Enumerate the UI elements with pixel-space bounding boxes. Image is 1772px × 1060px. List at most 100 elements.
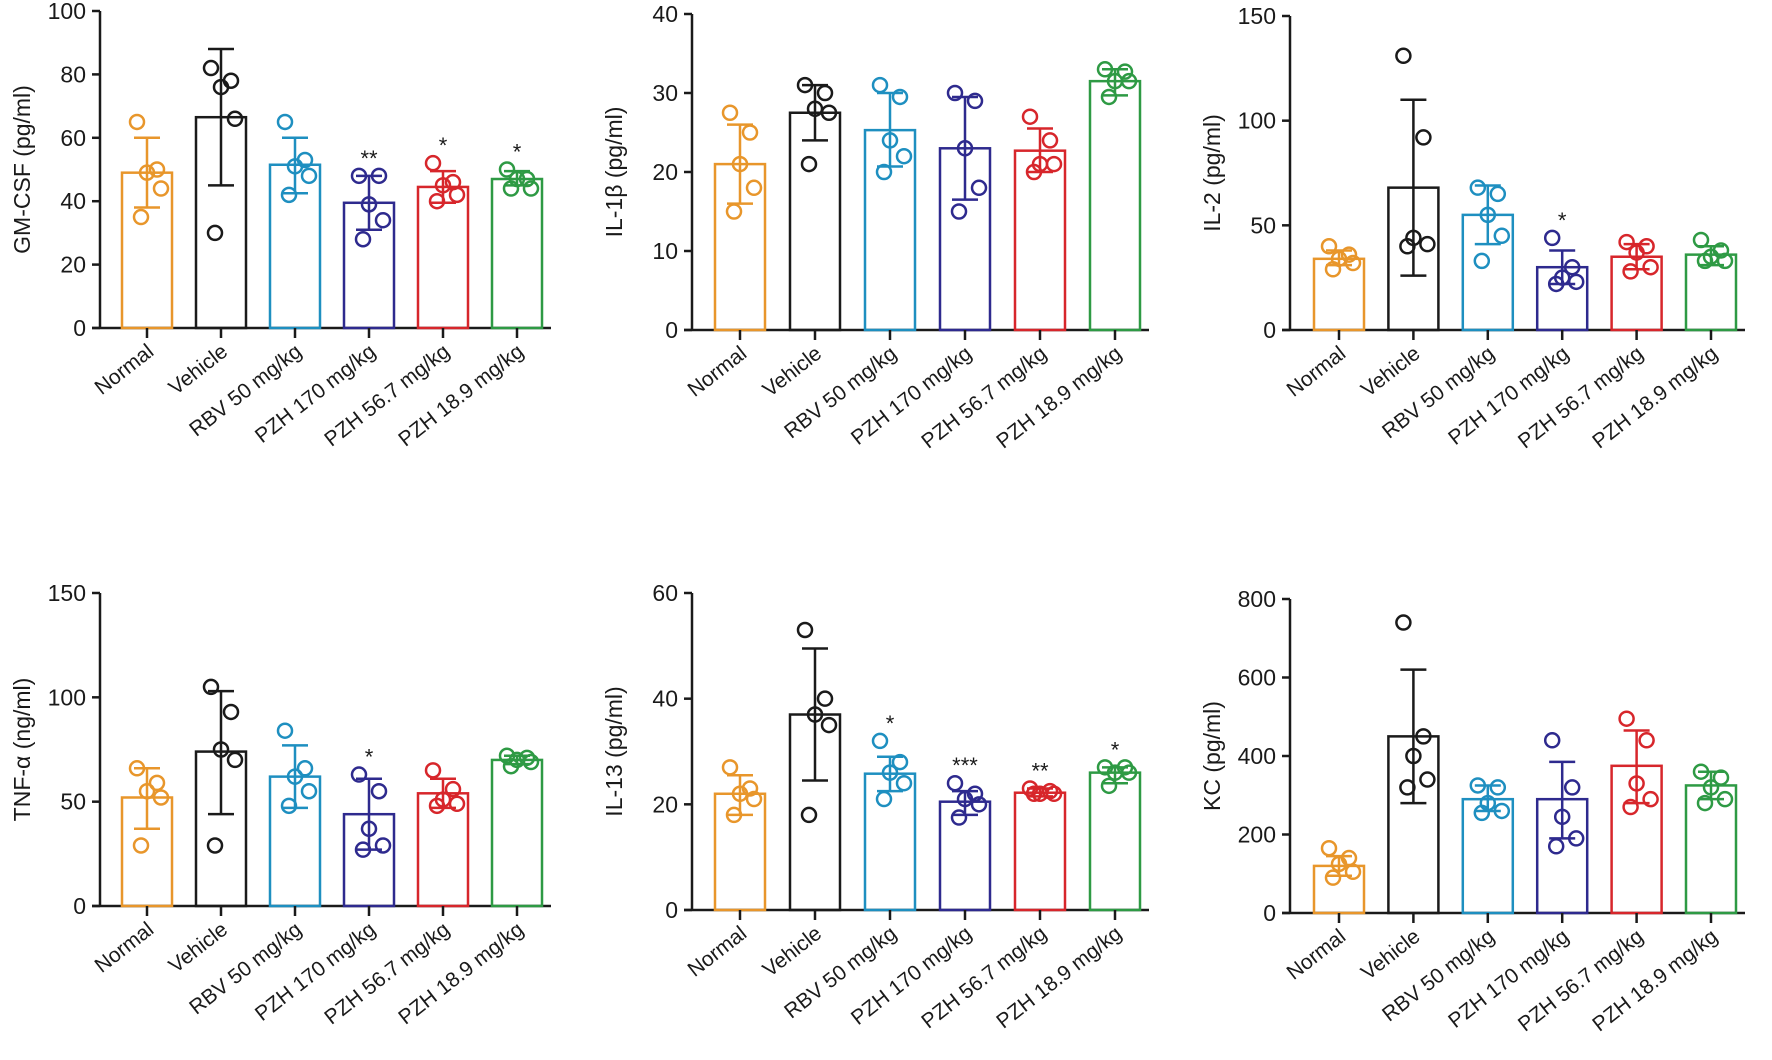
- data-point: [448, 186, 466, 204]
- significance-label: *: [886, 711, 895, 736]
- data-point: [1344, 863, 1362, 881]
- data-point: [206, 837, 224, 854]
- data-point: [881, 132, 899, 149]
- x-tick-label: Vehicle: [165, 918, 233, 978]
- data-point: [1324, 261, 1342, 278]
- y-tick-label: 20: [652, 791, 678, 817]
- data-point: [444, 780, 462, 798]
- data-point: [875, 790, 893, 808]
- data-point: [1419, 235, 1436, 253]
- data-point: [1692, 231, 1710, 249]
- bar: [490, 758, 544, 908]
- data-point: [206, 224, 224, 242]
- data-point: [725, 203, 743, 220]
- x-tick-label: Vehicle: [1357, 342, 1425, 402]
- data-point: [152, 789, 170, 806]
- data-point: [1628, 244, 1645, 261]
- data-point: [498, 747, 516, 765]
- data-point: [1543, 732, 1561, 749]
- y-tick-label: 200: [1238, 822, 1276, 848]
- data-point: [148, 161, 166, 178]
- x-tick-label: PZH 56.7 mg/kg: [917, 922, 1051, 1034]
- y-tick-label: 60: [60, 125, 86, 151]
- data-point: [1696, 252, 1714, 270]
- y-tick-label: 50: [60, 789, 86, 815]
- data-point: [1025, 785, 1043, 803]
- data-point: [1547, 838, 1565, 855]
- x-tick-label: PZH 18.9 mg/kg: [1588, 925, 1722, 1037]
- data-point: [820, 716, 838, 734]
- data-point: [1116, 63, 1134, 80]
- y-tick-label: 40: [60, 188, 86, 214]
- data-point: [138, 782, 156, 800]
- data-point: [434, 177, 452, 194]
- bar: [1088, 79, 1142, 332]
- y-tick-label: 150: [1238, 3, 1276, 29]
- x-tick-label: Vehicle: [165, 340, 233, 400]
- x-tick-label: PZH 56.7 mg/kg: [1514, 925, 1648, 1037]
- data-point: [895, 147, 913, 165]
- data-point: [518, 749, 536, 767]
- data-point: [1628, 775, 1645, 792]
- data-point: [522, 180, 540, 197]
- x-tick-label: PZH 18.9 mg/kg: [992, 922, 1126, 1034]
- data-point: [1702, 779, 1720, 796]
- data-point: [350, 167, 368, 185]
- data-point: [286, 158, 304, 175]
- data-point: [820, 104, 838, 121]
- data-point: [424, 154, 442, 172]
- data-point: [1493, 227, 1511, 245]
- data-point: [875, 163, 893, 181]
- data-point: [956, 790, 974, 808]
- data-point: [502, 180, 520, 197]
- data-point: [1045, 785, 1063, 803]
- data-point: [428, 797, 446, 815]
- y-axis-label: IL-13 (pg/ml): [601, 686, 627, 816]
- bar: [788, 111, 842, 332]
- data-point: [970, 796, 988, 813]
- data-point: [424, 762, 442, 779]
- data-point: [956, 140, 974, 157]
- data-point: [202, 59, 220, 77]
- data-point: [1399, 238, 1416, 255]
- significance-label: *: [1111, 737, 1120, 762]
- data-point: [354, 841, 372, 858]
- data-point: [1563, 779, 1581, 796]
- x-tick-label: Normal: [91, 340, 158, 400]
- data-point: [1395, 614, 1412, 631]
- data-point: [1045, 155, 1063, 173]
- x-tick-label: Normal: [1283, 342, 1350, 402]
- data-point: [946, 84, 964, 102]
- data-point: [891, 88, 909, 106]
- data-point: [1473, 804, 1491, 822]
- data-point: [1618, 233, 1635, 251]
- significance-label: *: [513, 140, 522, 165]
- y-tick-label: 0: [73, 893, 86, 919]
- data-point: [1025, 163, 1043, 181]
- data-point: [1712, 769, 1730, 786]
- data-point: [350, 766, 368, 783]
- data-point: [1096, 61, 1114, 78]
- data-point: [1622, 263, 1639, 280]
- data-point: [950, 203, 968, 220]
- data-point: [871, 732, 889, 750]
- data-point: [1415, 728, 1432, 745]
- y-tick-label: 60: [652, 580, 678, 606]
- y-tick-label: 30: [652, 80, 678, 106]
- data-point: [522, 753, 540, 771]
- data-point: [946, 774, 964, 792]
- data-point: [1120, 72, 1138, 90]
- data-point: [1415, 129, 1432, 146]
- y-tick-label: 400: [1238, 743, 1276, 769]
- data-point: [891, 753, 909, 771]
- y-tick-label: 150: [48, 580, 86, 606]
- x-tick-label: PZH 56.7 mg/kg: [320, 340, 454, 452]
- data-point: [518, 170, 536, 188]
